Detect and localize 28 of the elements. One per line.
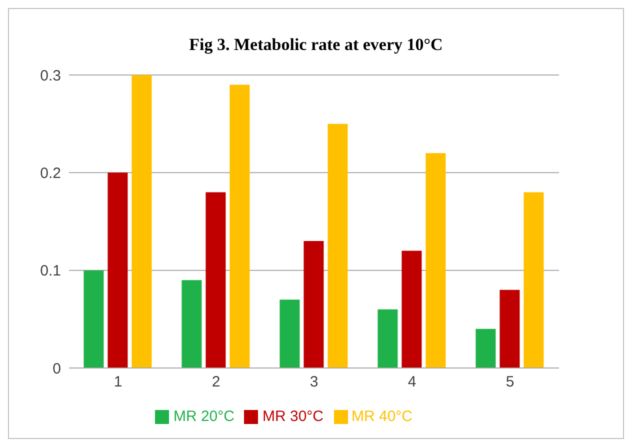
y-tick-label: 0.3 xyxy=(40,67,61,84)
y-tick-label: 0.2 xyxy=(40,164,61,182)
bar xyxy=(402,250,422,368)
bar xyxy=(84,270,104,368)
x-tick-label: 4 xyxy=(408,374,416,391)
x-tick-label: 3 xyxy=(310,374,318,391)
bar xyxy=(500,290,520,368)
x-tick-label: 5 xyxy=(506,374,514,391)
legend-label: MR 20°C xyxy=(173,408,234,425)
bar xyxy=(378,309,398,368)
chart-title: Fig 3. Metabolic rate at every 10°C xyxy=(188,35,444,55)
bar xyxy=(328,124,348,368)
bar xyxy=(426,153,446,368)
x-tick-label: 2 xyxy=(212,374,220,391)
bar xyxy=(108,172,128,368)
bar xyxy=(182,280,202,368)
bar xyxy=(280,300,300,368)
y-tick-label: 0.1 xyxy=(40,262,61,280)
legend-label: MR 40°C xyxy=(352,408,413,425)
legend-label: MR 30°C xyxy=(262,408,324,425)
bar xyxy=(132,75,152,368)
x-tick-label: 1 xyxy=(114,374,122,391)
y-tick-label: 0 xyxy=(52,360,61,378)
bar xyxy=(476,328,496,368)
bar xyxy=(230,84,250,368)
bar xyxy=(304,241,324,368)
bar xyxy=(524,192,544,368)
bar xyxy=(206,192,226,368)
